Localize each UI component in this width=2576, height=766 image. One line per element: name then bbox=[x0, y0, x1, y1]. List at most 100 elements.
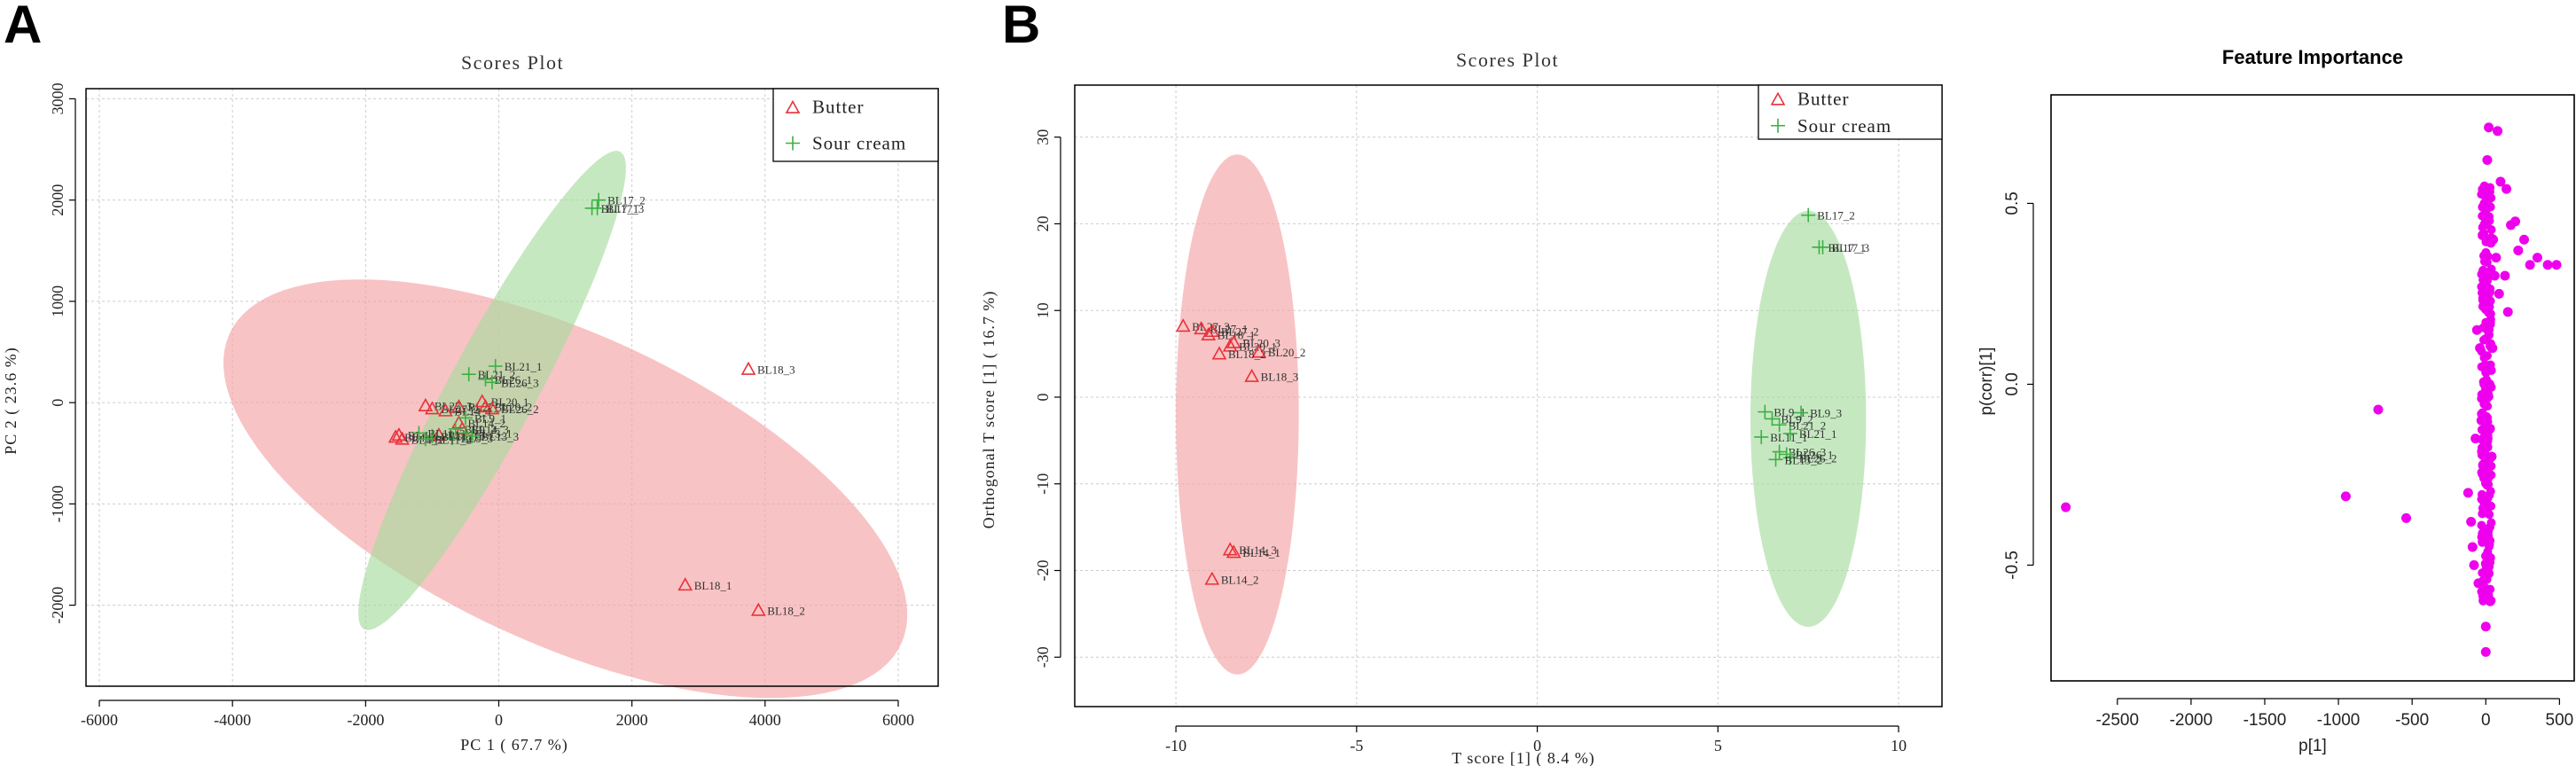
pca-point-label: BL17_3 bbox=[607, 202, 645, 215]
opls-point-label: BL14_1 bbox=[1242, 546, 1280, 559]
opls-legend: Butter Sour cream bbox=[1758, 84, 1943, 140]
pca-series-sour-cream: BL17_2BL17_1BL17_3BL21_1BL21_2BL26_1BL26… bbox=[411, 192, 646, 446]
opls-ellipse-sour-cream bbox=[1750, 210, 1867, 628]
importance-point bbox=[2471, 324, 2482, 335]
opls-y-tick-label: -10 bbox=[1034, 473, 1052, 495]
importance-point bbox=[2486, 558, 2495, 567]
opls-series-butter: BL27_3BL27_1BL27_2BL18_1BL20_3BL20_1BL20… bbox=[1175, 318, 1306, 586]
importance-point bbox=[2485, 510, 2494, 520]
importance-point bbox=[2480, 646, 2491, 657]
pca-y-tick-label: 0 bbox=[49, 399, 67, 407]
pca-legend-butter-marker bbox=[785, 99, 801, 113]
importance-point bbox=[2525, 260, 2535, 270]
pca-y-tick-label: 3000 bbox=[49, 82, 67, 114]
opls-point-label: BL17_3 bbox=[1832, 241, 1870, 254]
pca-point-bl21-1 bbox=[488, 359, 503, 374]
pca-point-label: BL26_1 bbox=[494, 373, 532, 387]
opls-x-tick-label: 5 bbox=[1714, 737, 1722, 754]
pca-point-bl11-1 bbox=[425, 428, 440, 443]
importance-x-tick-label: -2500 bbox=[2095, 711, 2139, 730]
importance-point bbox=[2489, 270, 2500, 281]
importance-point bbox=[2485, 187, 2494, 197]
pca-point-label: BL9_1 bbox=[474, 411, 506, 425]
pca-point-label: BL4_3 bbox=[404, 431, 436, 444]
opls-point-bl14-2 bbox=[1204, 571, 1220, 585]
importance-point bbox=[2518, 234, 2529, 245]
pca-point-bl4-3 bbox=[388, 429, 403, 443]
pca-y-axis-label: PC 2 ( 23.6 %) bbox=[2, 347, 20, 455]
importance-point bbox=[2482, 351, 2492, 361]
pca-point-bl9-1 bbox=[458, 410, 473, 426]
importance-point bbox=[2482, 257, 2492, 267]
opls-point-label: BL18_3 bbox=[1261, 371, 1299, 384]
opls-point-bl9-3 bbox=[1794, 405, 1809, 420]
importance-point bbox=[2486, 451, 2497, 462]
importance-x-tick-label: -1500 bbox=[2243, 711, 2287, 730]
importance-point bbox=[2480, 304, 2490, 314]
opls-point-bl14-3 bbox=[1222, 542, 1238, 556]
pca-point-bl11-3 bbox=[411, 426, 427, 441]
opls-point-label: BL9_2 bbox=[1781, 412, 1813, 426]
importance-y-tick-label: 0.5 bbox=[2003, 192, 2022, 215]
pca-point-label: BL27_3 bbox=[435, 400, 473, 413]
importance-point bbox=[2480, 493, 2490, 503]
pca-x-tick-label: 2000 bbox=[616, 711, 648, 729]
importance-point bbox=[2479, 361, 2490, 371]
pca-point-label: BL14_3 bbox=[471, 423, 509, 436]
importance-point bbox=[2513, 245, 2524, 255]
importance-title: Feature Importance bbox=[2222, 46, 2403, 68]
opls-point-label: BL18_2 bbox=[1228, 348, 1266, 361]
opls-point-label: BL26_1 bbox=[1796, 448, 1834, 461]
opls-point-label: BL17_1 bbox=[1828, 241, 1866, 254]
importance-point bbox=[2551, 260, 2562, 270]
pca-legend-butter-label: Butter bbox=[812, 97, 865, 118]
importance-point bbox=[2480, 621, 2491, 632]
opls-point-label: BL14_3 bbox=[1239, 543, 1277, 557]
importance-point bbox=[2502, 184, 2512, 194]
importance-point bbox=[2484, 379, 2494, 389]
importance-point bbox=[2479, 465, 2489, 475]
importance-point bbox=[2488, 234, 2499, 245]
importance-point bbox=[2500, 270, 2510, 281]
pca-ellipse-sour-cream bbox=[358, 151, 626, 630]
opls-point-label: BL17_2 bbox=[1817, 209, 1855, 223]
importance-point bbox=[2462, 488, 2473, 498]
importance-point bbox=[2483, 547, 2493, 557]
importance-point bbox=[2532, 253, 2542, 263]
importance-point bbox=[2479, 399, 2489, 409]
opls-point-bl26-1 bbox=[1779, 447, 1794, 462]
importance-y-tick-label: 0.0 bbox=[2003, 372, 2022, 395]
importance-point bbox=[2478, 425, 2487, 434]
pca-point-bl13-1 bbox=[458, 426, 473, 441]
importance-point bbox=[2502, 307, 2513, 317]
panel-letter-a: A bbox=[4, 0, 42, 54]
opls-legend-sour-cream-marker bbox=[1771, 118, 1785, 133]
opls-point-bl26-3 bbox=[1772, 444, 1787, 459]
importance-point bbox=[2478, 201, 2488, 212]
importance-point bbox=[2478, 230, 2487, 239]
opls-legend-sour-cream-label: Sour cream bbox=[1797, 115, 1891, 137]
pca-plot-frame bbox=[85, 88, 939, 687]
pca-point-bl21-2 bbox=[461, 367, 476, 382]
importance-point bbox=[2486, 424, 2495, 434]
importance-point bbox=[2475, 343, 2486, 354]
pca-point-label: BL14_1 bbox=[454, 404, 492, 418]
pca-point-bl14-1 bbox=[438, 403, 453, 417]
opls-point-label: BL20_2 bbox=[1268, 346, 1306, 359]
opls-scores-plot: Scores Plot T score [1] ( 8.4 %) Orthogo… bbox=[980, 49, 1943, 766]
pca-point-bl17-2 bbox=[591, 192, 607, 207]
opls-y-tick-label: -30 bbox=[1034, 646, 1052, 668]
opls-point-label: BL20_3 bbox=[1242, 336, 1280, 349]
pca-legend: Butter Sour cream bbox=[772, 88, 939, 162]
opls-point-bl20-1 bbox=[1222, 338, 1238, 352]
pca-point-bl20-2 bbox=[478, 399, 493, 413]
pca-point-label: BL13_1 bbox=[474, 426, 513, 440]
pca-point-label: BL26_2 bbox=[501, 403, 539, 416]
pca-title: Scores Plot bbox=[461, 51, 564, 74]
pca-point-bl12-3 bbox=[431, 427, 447, 442]
importance-point bbox=[2478, 391, 2487, 401]
opls-point-bl26-2 bbox=[1782, 450, 1797, 465]
importance-point bbox=[2479, 296, 2489, 306]
pca-point-bl26-1 bbox=[478, 371, 493, 387]
importance-point bbox=[2477, 587, 2486, 597]
